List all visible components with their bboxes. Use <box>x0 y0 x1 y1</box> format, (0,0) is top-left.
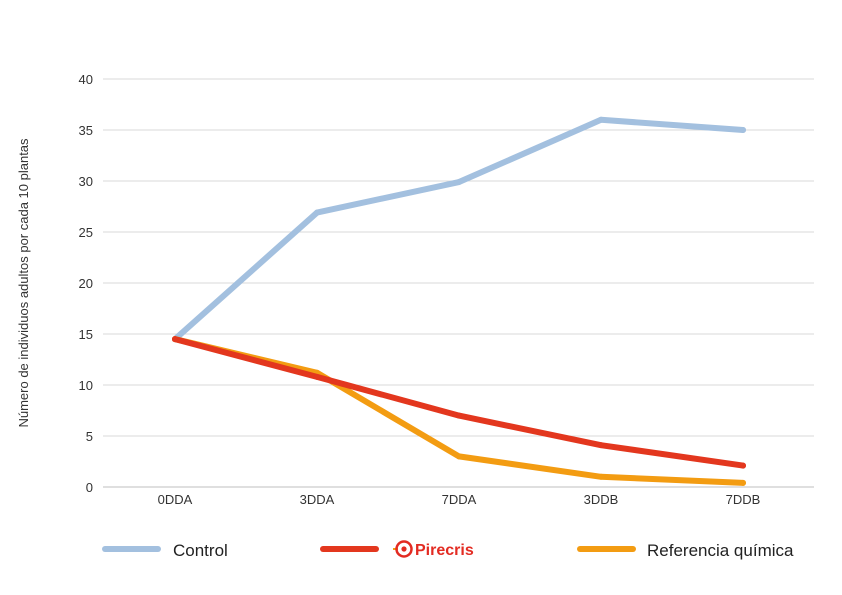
logo-target-center-icon <box>401 546 407 552</box>
x-tick-label: 3DDA <box>300 492 335 507</box>
data-point <box>456 179 462 186</box>
x-axis-ticks: 0DDA 3DDA 7DDA 3DDB 7DDB <box>158 492 761 507</box>
y-tick-label: 35 <box>79 123 93 138</box>
legend-item-pirecris: Pirecris <box>320 540 474 559</box>
y-tick-label: 30 <box>79 174 93 189</box>
x-tick-label: 0DDA <box>158 492 193 507</box>
logo-target-icon <box>395 540 413 558</box>
data-point <box>456 412 462 419</box>
legend: Control Pirecris Referencia química <box>102 540 794 560</box>
data-point <box>740 479 746 486</box>
y-tick-label: 25 <box>79 225 93 240</box>
y-tick-label: 40 <box>79 72 93 87</box>
data-point <box>314 373 320 380</box>
legend-label-control: Control <box>173 541 228 560</box>
series-line-control <box>172 116 746 343</box>
data-point <box>740 462 746 469</box>
pirecris-logo: Pirecris <box>393 540 474 559</box>
data-point <box>598 116 604 123</box>
data-point <box>598 442 604 449</box>
data-point <box>172 336 178 343</box>
series-lines <box>172 116 746 486</box>
data-point <box>456 453 462 460</box>
y-tick-label: 5 <box>86 429 93 444</box>
gridlines <box>103 78 814 488</box>
data-point <box>314 209 320 216</box>
y-axis-ticks: 0 5 10 15 20 25 30 35 40 <box>79 72 93 495</box>
y-tick-label: 20 <box>79 276 93 291</box>
legend-item-control: Control <box>102 541 228 560</box>
y-tick-label: 15 <box>79 327 93 342</box>
x-tick-label: 7DDB <box>726 492 761 507</box>
legend-label-pirecris: Pirecris <box>415 542 474 559</box>
y-axis-label: Número de individuos adultos por cada 10… <box>16 138 31 428</box>
x-tick-label: 7DDA <box>442 492 477 507</box>
y-tick-label: 10 <box>79 378 93 393</box>
x-tick-label: 3DDB <box>584 492 619 507</box>
y-tick-label: 0 <box>86 480 93 495</box>
data-point <box>598 473 604 480</box>
data-point <box>740 127 746 133</box>
legend-item-referencia-quimica: Referencia química <box>577 541 794 560</box>
legend-label-referencia-quimica: Referencia química <box>647 541 794 560</box>
